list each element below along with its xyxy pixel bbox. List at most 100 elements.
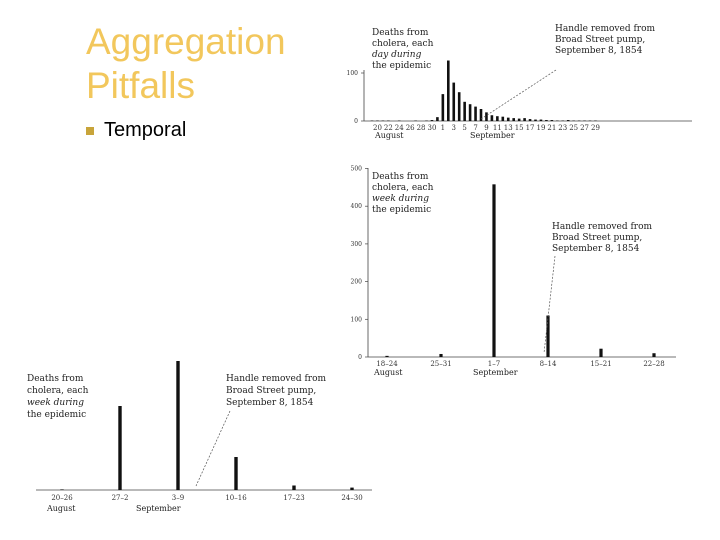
weekly2-x-tick-label: 3–9: [172, 494, 184, 502]
daily-bar: [457, 92, 461, 121]
daily-month-september: September: [470, 131, 515, 140]
daily-x-tick-label: 7: [473, 124, 477, 132]
weekly-x-tick-label: 8–14: [540, 360, 557, 368]
weekly-x-tick-label: 15–21: [590, 360, 611, 368]
daily-bar: [545, 120, 548, 121]
daily-bar: [447, 60, 450, 121]
weekly-ytick-label: 0: [358, 354, 362, 361]
daily-bar: [436, 117, 439, 121]
daily-bar: [566, 120, 570, 121]
weekly2-annotation-line: the epidemic: [27, 410, 86, 420]
weekly-bar: [599, 348, 603, 357]
weekly2-bar: [60, 489, 64, 490]
weekly2-bar: [118, 406, 122, 490]
weekly2-bar: [176, 361, 180, 490]
daily-x-tick-label: 29: [591, 124, 600, 132]
daily-annotation-line: cholera, each: [372, 39, 434, 49]
weekly-bar: [385, 355, 389, 357]
weekly2-annotation-line: cholera, each: [27, 386, 89, 396]
weekly-month-august: August: [373, 368, 403, 377]
daily-bar: [485, 112, 488, 121]
daily-handle-leader: [480, 69, 557, 120]
weekly2-bar: [292, 485, 296, 490]
weekly-x-tick-label: 18–24: [376, 360, 398, 368]
daily-x-tick-label: 9: [484, 124, 488, 132]
daily-bar: [550, 120, 554, 121]
weekly-month-september: September: [473, 368, 518, 377]
weekly2-month-august: August: [46, 504, 76, 513]
daily-bar: [463, 101, 466, 121]
weekly-annotation-line: the epidemic: [372, 205, 431, 215]
daily-bar: [496, 116, 499, 121]
daily-x-tick-label: 17: [526, 124, 535, 132]
daily-x-tick-label: 20: [373, 124, 382, 132]
daily-bar: [430, 120, 434, 121]
weekly-bar: [439, 353, 443, 357]
daily-handle-note-line: September 8, 1854: [555, 46, 643, 56]
daily-x-tick-label: 19: [536, 124, 545, 132]
weekly-ytick-label: 400: [351, 203, 363, 210]
daily-bar: [523, 118, 526, 121]
weekly2-x-tick-label: 27–2: [112, 494, 129, 502]
daily-annotation-line: day during: [372, 50, 422, 60]
daily-x-tick-label: 11: [493, 124, 502, 132]
weekly2-month-september: September: [136, 504, 181, 513]
daily-bar: [534, 119, 537, 121]
daily-handle-note-line: Handle removed from: [555, 24, 656, 34]
daily-month-august: August: [374, 131, 404, 140]
weekly2-handle-note-line: September 8, 1854: [226, 398, 314, 408]
weekly-annotation-line: week during: [372, 194, 429, 204]
weekly-annotation-line: Deaths from: [372, 172, 429, 182]
daily-x-tick-label: 28: [417, 124, 426, 132]
daily-bar: [528, 119, 532, 121]
weekly2-handle-note-line: Broad Street pump,: [226, 386, 316, 396]
daily-ytick-label: 100: [347, 70, 359, 77]
square-bullet-icon: [86, 126, 94, 135]
daily-bar: [468, 104, 472, 121]
daily-x-tick-label: 5: [462, 124, 466, 132]
weekly2-annotation-line: week during: [27, 398, 84, 408]
weekly-bar: [652, 353, 656, 357]
daily-x-tick-label: 13: [504, 124, 513, 132]
weekly2-x-tick-label: 10–16: [225, 494, 247, 502]
daily-x-tick-label: 22: [384, 124, 393, 132]
weekly-handle-note-line: Broad Street pump,: [552, 233, 642, 243]
weekly-ytick-label: 200: [351, 279, 363, 286]
weekly-bar: [546, 315, 550, 357]
daily-annotation-line: the epidemic: [372, 61, 431, 71]
daily-bar: [452, 82, 456, 121]
daily-handle-note-line: Broad Street pump,: [555, 35, 645, 45]
daily-bar: [501, 116, 505, 121]
weekly-annotation-line: cholera, each: [372, 183, 434, 193]
daily-x-tick-label: 3: [452, 124, 456, 132]
daily-x-tick-label: 21: [547, 124, 556, 132]
weekly-ytick-label: 300: [351, 241, 363, 248]
weekly-ytick-label: 500: [351, 166, 363, 173]
weekly2-x-tick-label: 20–26: [51, 494, 73, 502]
weekly-bar: [492, 184, 496, 357]
weekly2-handle-leader: [195, 410, 231, 487]
daily-x-tick-label: 23: [558, 124, 567, 132]
daily-x-tick-label: 15: [515, 124, 524, 132]
title-line-1: Aggregation: [86, 21, 286, 62]
daily-x-tick-label: 1: [441, 124, 445, 132]
weekly-handle-note-line: Handle removed from: [552, 222, 653, 232]
daily-bar: [539, 119, 543, 121]
daily-x-tick-label: 26: [406, 124, 415, 132]
daily-x-tick-label: 24: [395, 124, 404, 132]
weekly-handle-leader: [543, 255, 556, 354]
bullet-text: Temporal: [104, 119, 187, 141]
weekly2-x-tick-label: 24–30: [341, 494, 362, 502]
daily-bar: [490, 115, 494, 121]
daily-x-tick-label: 27: [580, 124, 589, 132]
daily-x-tick-label: 25: [569, 124, 578, 132]
weekly-x-tick-label: 1–7: [488, 360, 500, 368]
weekly2-annotation-line: Deaths from: [27, 374, 84, 384]
bullet-item: Temporal: [86, 119, 186, 142]
weekly-handle-note-line: September 8, 1854: [552, 244, 640, 254]
daily-bar: [441, 94, 445, 121]
title-line-2: Pitfalls: [86, 65, 195, 106]
weekly2-bar: [234, 457, 238, 490]
daily-bar: [506, 117, 510, 121]
